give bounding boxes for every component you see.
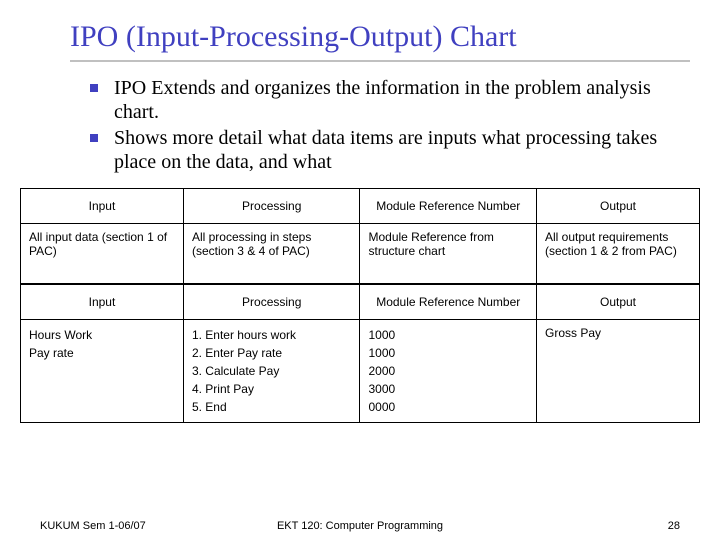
ipo-table-generic: Input Processing Module Reference Number… xyxy=(20,188,700,284)
cell-line: 1. Enter hours work xyxy=(192,326,352,344)
cell-input: Hours Work Pay rate xyxy=(21,320,184,423)
table-row: Hours Work Pay rate 1. Enter hours work … xyxy=(21,320,700,423)
ipo-table-example: Input Processing Module Reference Number… xyxy=(20,284,700,423)
page-title: IPO (Input-Processing-Output) Chart xyxy=(70,20,690,62)
bullet-list: IPO Extends and organizes the informatio… xyxy=(90,76,680,174)
slide: IPO (Input-Processing-Output) Chart IPO … xyxy=(0,0,720,433)
cell-line: 2. Enter Pay rate xyxy=(192,344,352,362)
table-row: All input data (section 1 of PAC) All pr… xyxy=(21,224,700,284)
col-header-output: Output xyxy=(537,189,700,224)
cell-processing: All processing in steps (section 3 & 4 o… xyxy=(183,224,360,284)
cell-line: Pay rate xyxy=(29,344,175,362)
col-header-moduleref: Module Reference Number xyxy=(360,285,537,320)
cell-line: 3. Calculate Pay xyxy=(192,362,352,380)
table-header-row: Input Processing Module Reference Number… xyxy=(21,285,700,320)
cell-line: 3000 xyxy=(368,380,528,398)
cell-line: Hours Work xyxy=(29,326,175,344)
col-header-moduleref: Module Reference Number xyxy=(360,189,537,224)
tables-container: Input Processing Module Reference Number… xyxy=(20,188,700,423)
table-header-row: Input Processing Module Reference Number… xyxy=(21,189,700,224)
cell-processing: 1. Enter hours work 2. Enter Pay rate 3.… xyxy=(183,320,360,423)
cell-line: 0000 xyxy=(368,398,528,416)
cell-input: All input data (section 1 of PAC) xyxy=(21,224,184,284)
col-header-input: Input xyxy=(21,189,184,224)
bullet-text: Shows more detail what data items are in… xyxy=(114,126,680,174)
col-header-input: Input xyxy=(21,285,184,320)
cell-line: 5. End xyxy=(192,398,352,416)
bullet-item: IPO Extends and organizes the informatio… xyxy=(90,76,680,124)
col-header-processing: Processing xyxy=(183,285,360,320)
cell-output: All output requirements (section 1 & 2 f… xyxy=(537,224,700,284)
cell-moduleref: 1000 1000 2000 3000 0000 xyxy=(360,320,537,423)
cell-line: 1000 xyxy=(368,326,528,344)
cell-line: 4. Print Pay xyxy=(192,380,352,398)
footer-center: EKT 120: Computer Programming xyxy=(0,520,720,532)
cell-line: 1000 xyxy=(368,344,528,362)
col-header-output: Output xyxy=(537,285,700,320)
cell-output: Gross Pay xyxy=(537,320,700,423)
cell-line: 2000 xyxy=(368,362,528,380)
square-bullet-icon xyxy=(90,84,98,92)
cell-moduleref: Module Reference from structure chart xyxy=(360,224,537,284)
square-bullet-icon xyxy=(90,134,98,142)
bullet-text: IPO Extends and organizes the informatio… xyxy=(114,76,680,124)
bullet-item: Shows more detail what data items are in… xyxy=(90,126,680,174)
col-header-processing: Processing xyxy=(183,189,360,224)
footer: KUKUM Sem 1-06/07 EKT 120: Computer Prog… xyxy=(0,520,720,532)
